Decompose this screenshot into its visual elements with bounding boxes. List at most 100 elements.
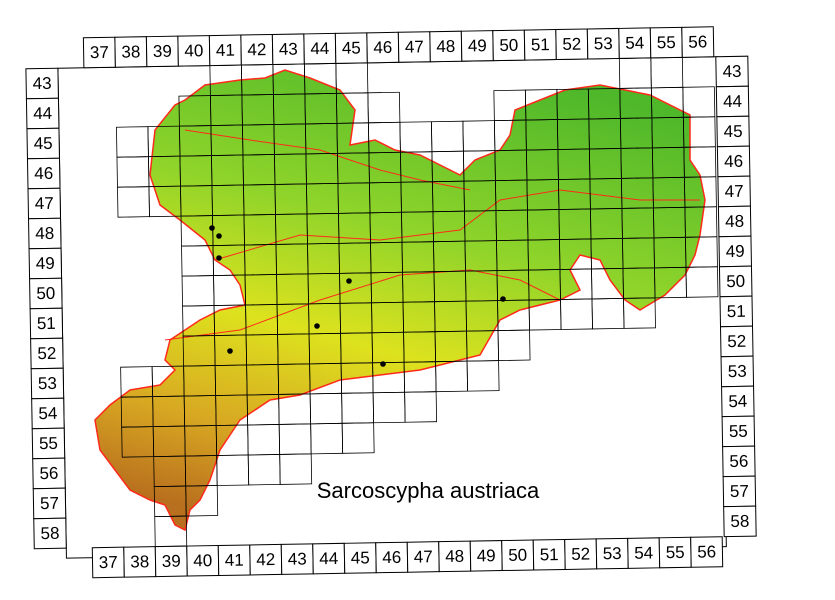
row-label: 53 xyxy=(38,374,57,393)
row-label: 57 xyxy=(730,482,749,501)
grid-cell xyxy=(247,454,281,486)
column-label: 49 xyxy=(477,546,496,565)
column-label: 38 xyxy=(130,552,149,571)
row-label: 55 xyxy=(729,422,748,441)
grid-cell xyxy=(650,56,684,89)
column-label: 54 xyxy=(625,33,644,52)
column-label: 40 xyxy=(184,41,203,60)
column-label: 50 xyxy=(508,546,527,565)
record-dot xyxy=(216,255,222,261)
map-title: Sarcoscypha austriaca xyxy=(317,478,540,503)
column-label: 40 xyxy=(193,551,212,570)
column-label: 56 xyxy=(688,32,707,51)
column-label: 52 xyxy=(571,545,590,564)
column-label: 52 xyxy=(562,35,581,54)
row-label: 56 xyxy=(729,452,748,471)
row-label: 43 xyxy=(33,74,52,93)
grid-cell xyxy=(560,298,593,330)
row-label: 52 xyxy=(37,344,56,363)
grid-cell xyxy=(278,423,312,455)
record-dot xyxy=(500,296,506,302)
record-dot xyxy=(314,323,320,329)
records xyxy=(209,225,506,367)
record-dot xyxy=(209,225,215,231)
grid-cell xyxy=(367,91,401,124)
row-label: 46 xyxy=(724,152,743,171)
row-label: 52 xyxy=(727,332,746,351)
district-border xyxy=(214,189,700,261)
row-label: 58 xyxy=(40,524,59,543)
grid-cell xyxy=(116,126,149,158)
row-label: 48 xyxy=(35,224,54,243)
row-label-box xyxy=(723,505,757,538)
row-label: 44 xyxy=(723,92,742,111)
record-dot xyxy=(216,233,222,239)
grid-cell xyxy=(430,120,464,153)
column-label: 41 xyxy=(225,551,244,570)
column-label: 46 xyxy=(373,38,392,57)
column-label: 51 xyxy=(531,35,550,54)
row-label-box xyxy=(33,517,67,550)
column-label: 43 xyxy=(288,549,307,568)
column-label-box xyxy=(681,26,715,58)
grid-cell xyxy=(341,392,375,424)
row-label: 56 xyxy=(39,464,58,483)
grid-cell xyxy=(404,391,438,423)
grid-cell xyxy=(335,62,369,94)
grid-cell xyxy=(682,86,716,118)
record-dot xyxy=(380,361,386,367)
column-label: 56 xyxy=(697,542,716,561)
column-label: 53 xyxy=(603,544,622,563)
column-label: 47 xyxy=(405,37,424,56)
row-label: 49 xyxy=(726,242,745,261)
row-label: 53 xyxy=(728,362,747,381)
column-label-box xyxy=(690,536,724,568)
grid-cell xyxy=(279,453,313,485)
grid-cell xyxy=(309,392,343,425)
row-label: 49 xyxy=(36,254,55,273)
grid-cell xyxy=(310,422,344,455)
district-border xyxy=(164,269,561,341)
grid-cell xyxy=(247,424,281,456)
column-label: 37 xyxy=(90,43,109,62)
column-label: 48 xyxy=(436,37,455,56)
grid-cell xyxy=(216,454,250,486)
column-label: 42 xyxy=(256,550,275,569)
column-label: 46 xyxy=(382,548,401,567)
column-label: 45 xyxy=(351,548,370,567)
column-label: 39 xyxy=(153,42,172,61)
grid-cell xyxy=(435,360,469,393)
column-label: 38 xyxy=(121,42,140,61)
grid-cell xyxy=(462,120,496,152)
row-label: 58 xyxy=(730,512,749,531)
column-label: 51 xyxy=(540,545,559,564)
column-label: 44 xyxy=(319,549,338,568)
row-label: 51 xyxy=(727,302,746,321)
grid-cell xyxy=(117,186,150,218)
grid-cell xyxy=(181,245,214,277)
grid-cell xyxy=(116,156,150,188)
column-label: 54 xyxy=(634,543,653,562)
column-label: 41 xyxy=(216,41,235,60)
column-label: 39 xyxy=(162,552,181,571)
row-label: 51 xyxy=(37,314,56,333)
column-label: 53 xyxy=(594,34,613,53)
column-label: 55 xyxy=(666,543,685,562)
grid-cell xyxy=(399,121,433,153)
row-label: 54 xyxy=(38,404,57,423)
grid-cell xyxy=(497,329,531,361)
row-label: 45 xyxy=(723,122,742,141)
column-label: 43 xyxy=(279,40,298,59)
grid-cell xyxy=(623,297,656,329)
grid-cell xyxy=(181,275,215,307)
row-label: 57 xyxy=(40,494,59,513)
grid-cell xyxy=(591,297,625,330)
grid-cell xyxy=(618,57,652,89)
grid-cell xyxy=(341,422,375,454)
column-label: 48 xyxy=(445,547,464,566)
row-label: 50 xyxy=(36,284,55,303)
row-label: 43 xyxy=(722,62,741,81)
column-label: 42 xyxy=(247,40,266,59)
row-label: 54 xyxy=(728,392,747,411)
